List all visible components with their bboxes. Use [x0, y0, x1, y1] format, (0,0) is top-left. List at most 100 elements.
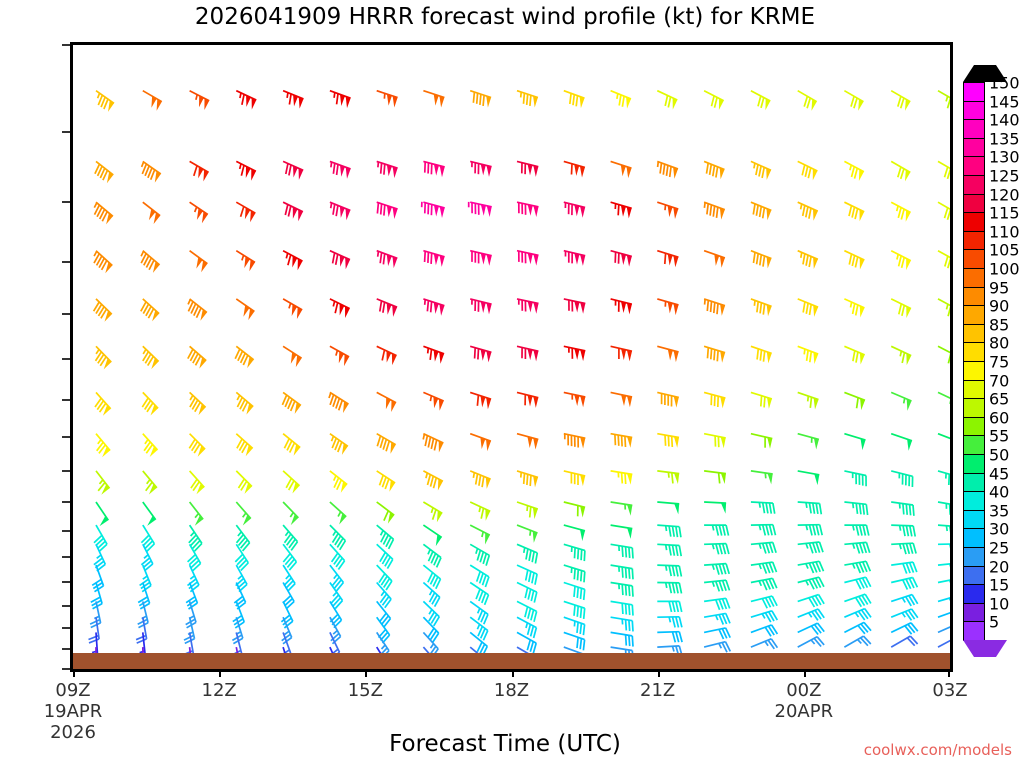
wind-barb	[188, 524, 203, 552]
wind-barb	[797, 89, 818, 111]
colorbar-tick-label: 120	[989, 185, 1020, 205]
wind-barb	[797, 593, 825, 608]
wind-barb	[750, 638, 779, 650]
wind-barb	[516, 160, 539, 177]
wind-barb	[516, 543, 539, 564]
wind-barb	[376, 249, 398, 269]
wind-barb	[469, 501, 491, 521]
watermark: coolwx.com/models	[863, 741, 1012, 759]
time-tick-mark	[948, 669, 950, 677]
time-tick-mark	[365, 669, 368, 677]
colorbar-cell	[963, 119, 985, 139]
wind-barb	[844, 576, 872, 590]
colorbar-cell	[963, 602, 985, 623]
wind-barb	[750, 89, 771, 111]
pressure-tick-mark	[62, 500, 70, 503]
wind-barb	[423, 345, 445, 364]
wind-barb	[704, 542, 730, 555]
wind-barb	[937, 470, 950, 486]
wind-barb	[657, 581, 683, 594]
wind-barb	[891, 576, 919, 590]
wind-barb	[234, 543, 250, 572]
wind-barb	[657, 201, 679, 219]
wind-barb	[563, 432, 586, 449]
colorbar-tick-label: 45	[989, 464, 1010, 484]
wind-barb	[91, 564, 105, 593]
pressure-tick-mark	[62, 358, 70, 361]
wind-barb	[329, 201, 351, 221]
pressure-tick-mark	[62, 648, 70, 651]
wind-barb	[937, 391, 950, 404]
colorbar-under-arrow	[963, 640, 1007, 657]
colorbar-tick-label: 130	[989, 147, 1020, 167]
wind-barb	[94, 160, 114, 184]
plot-area	[70, 42, 953, 672]
colorbar-tick-label: 110	[989, 222, 1020, 242]
wind-barb	[610, 249, 633, 267]
wind-barb	[282, 160, 304, 180]
colorbar-tick-label: 60	[989, 408, 1010, 428]
wind-barb	[890, 345, 912, 366]
wind-barb-field	[86, 89, 950, 669]
wind-barb	[563, 524, 586, 541]
colorbar-cell	[963, 621, 985, 641]
colorbar-cell	[963, 323, 985, 344]
wind-barb	[376, 564, 393, 591]
wind-barb	[703, 597, 731, 611]
wind-barb	[422, 616, 440, 643]
wind-barb	[703, 249, 726, 268]
wind-barb	[282, 345, 303, 368]
wind-barb	[422, 600, 441, 627]
wind-barb	[142, 89, 163, 111]
wind-barb	[750, 541, 777, 554]
wind-barb	[93, 250, 113, 274]
wind-barb	[610, 298, 633, 315]
wind-barb	[844, 593, 872, 608]
wind-barb	[516, 631, 538, 654]
wind-barb	[890, 470, 914, 488]
colorbar-cell	[963, 137, 985, 158]
terrain-fill	[73, 653, 950, 669]
wind-barb	[376, 524, 395, 550]
wind-barb	[937, 562, 950, 568]
wind-barb	[844, 470, 867, 487]
wind-barb	[423, 89, 445, 108]
wind-barb	[93, 524, 108, 553]
wind-barb	[750, 160, 772, 180]
wind-barb	[376, 345, 397, 366]
wind-barb	[797, 391, 819, 410]
wind-barb	[232, 601, 245, 629]
wind-barb	[563, 631, 586, 651]
time-tick-label: 15Z	[347, 680, 383, 701]
colorbar-cell	[963, 379, 985, 400]
wind-barb	[797, 160, 818, 181]
wind-barb	[376, 160, 398, 179]
wind-barb	[469, 470, 491, 489]
wind-barb	[328, 391, 349, 413]
wind-barb	[376, 432, 397, 454]
wind-barb	[329, 600, 343, 629]
wind-barb	[657, 615, 683, 628]
wind-barb	[703, 89, 725, 110]
wind-barb	[891, 501, 915, 516]
wind-barb	[140, 160, 162, 183]
wind-barb	[844, 249, 865, 270]
wind-barb	[188, 433, 206, 457]
wind-barb	[703, 640, 732, 653]
wind-barb	[610, 564, 634, 580]
wind-barb	[469, 524, 491, 545]
wind-barb	[516, 524, 538, 543]
wind-barb	[610, 89, 632, 109]
wind-barb	[750, 432, 773, 449]
wind-barb	[376, 543, 394, 570]
colorbar-tick-label: 15	[989, 575, 1010, 595]
colorbar-tick-label: 70	[989, 371, 1010, 391]
colorbar-tick-label: 95	[989, 278, 1010, 298]
wind-barb	[890, 622, 919, 635]
wind-barb	[140, 250, 161, 273]
wind-barb	[142, 501, 157, 526]
colorbar-cell	[963, 472, 985, 493]
wind-barb	[189, 160, 210, 182]
wind-barb	[610, 581, 634, 597]
wind-barb	[610, 391, 633, 408]
